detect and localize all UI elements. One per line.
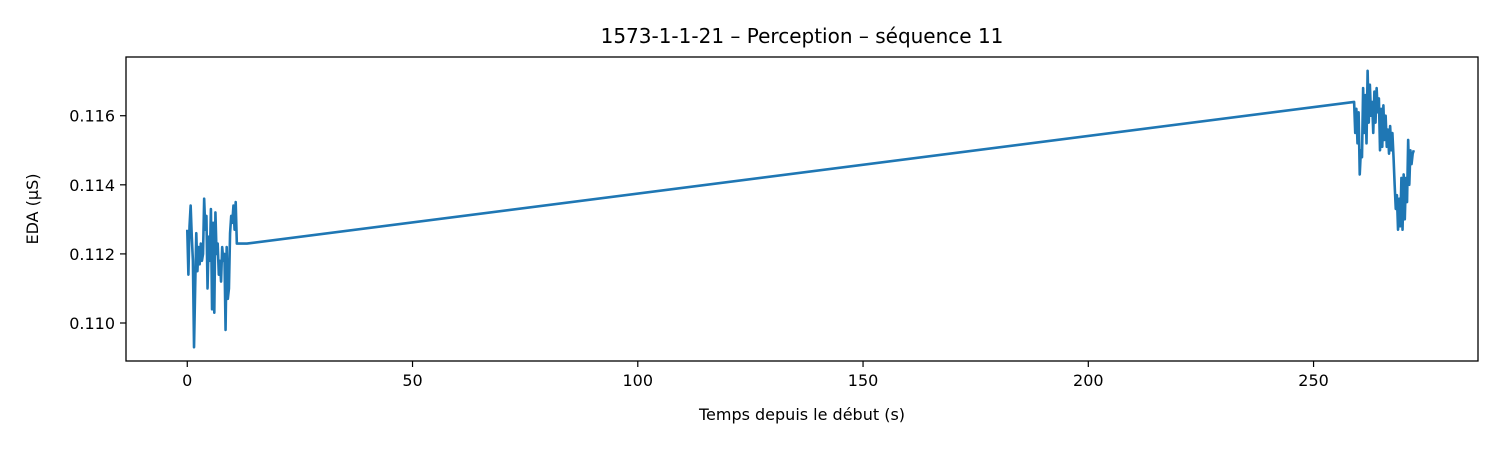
chart-title: 1573-1-1-21 – Perception – séquence 11: [601, 24, 1004, 48]
x-tick-label: 200: [1073, 371, 1104, 390]
x-tick-label: 100: [623, 371, 654, 390]
series-line-1: [185, 69, 1416, 349]
y-tick-label: 0.114: [69, 176, 115, 195]
x-axis: 0 50 100 150 200 250: [182, 361, 1329, 390]
plot-area: [185, 69, 1416, 349]
y-axis-title: EDA (µS): [23, 174, 42, 245]
y-tick-label: 0.110: [69, 314, 115, 333]
y-axis: 0.110 0.112 0.114 0.116: [69, 107, 126, 333]
y-tick-label: 0.112: [69, 245, 115, 264]
x-tick-label: 250: [1298, 371, 1329, 390]
x-tick-label: 150: [848, 371, 879, 390]
x-tick-label: 50: [402, 371, 422, 390]
x-axis-title: Temps depuis le début (s): [698, 405, 905, 424]
y-tick-label: 0.116: [69, 107, 115, 126]
x-tick-label: 0: [182, 371, 192, 390]
plot-frame: [125, 56, 1479, 362]
